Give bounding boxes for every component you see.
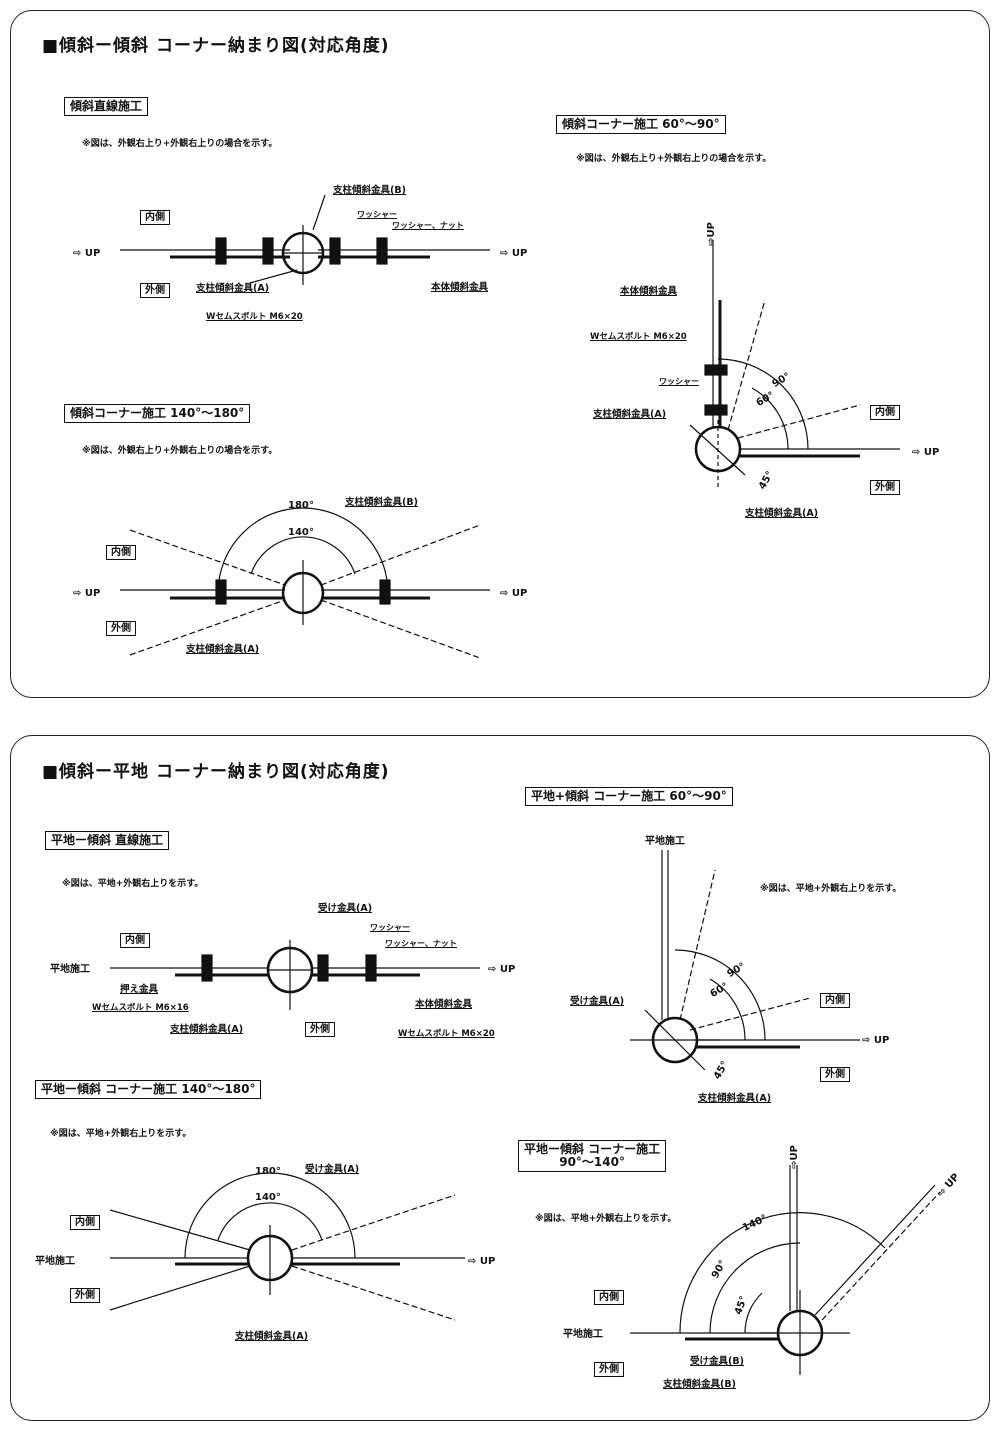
label-outer: 外側	[305, 1022, 335, 1037]
label-press-bracket: 押え金具	[120, 984, 159, 995]
up-arrow-vertical: ⇨UP	[706, 222, 717, 246]
note: ※図は、平地+外観右上りを示す。	[62, 879, 204, 889]
angle-180: 180°	[288, 500, 314, 511]
label-post-a: 支柱傾斜金具(A)	[698, 1093, 772, 1104]
note: ※図は、外観右上り+外観右上りの場合を示す。	[82, 446, 278, 456]
drawing-slope-corner-60	[689, 240, 900, 490]
label-bolt: Wセムスボルト M6×20	[590, 332, 687, 342]
label-inner: 内側	[120, 933, 150, 948]
label-bolt-16: Wセムスボルト M6×16	[92, 1003, 189, 1013]
section1-title: ■傾斜ー傾斜 コーナー納まり図(対応角度)	[42, 36, 390, 56]
heading-line-2: 90°〜140°	[559, 1155, 625, 1170]
note: ※図は、平地+外観右上りを示す。	[535, 1214, 677, 1224]
note: ※図は、外観右上り+外観右上りの場合を示す。	[576, 154, 772, 164]
label-flat: 平地施工	[563, 1329, 603, 1340]
panel-slope-flat	[10, 735, 990, 1421]
heading-slope-corner-60: 傾斜コーナー施工 60°〜90°	[556, 115, 726, 135]
up-arrow-right: ⇨ UP	[500, 248, 528, 259]
label-flat: 平地施工	[35, 1256, 75, 1267]
label-washer: ワッシャー	[370, 923, 410, 932]
drawing-slope-corner-140	[120, 507, 490, 659]
label-washer: ワッシャー	[659, 377, 699, 386]
label-flat: 平地施工	[50, 964, 90, 975]
drawing-flat-corner-140	[109, 1172, 465, 1321]
label-receiver-a: 受け金具(A)	[318, 903, 373, 914]
heading-slope-corner-140: 傾斜コーナー施工 140°〜180°	[64, 404, 251, 424]
note: ※図は、平地+外観右上りを示す。	[760, 884, 902, 894]
up-arrow: ⇨ UP	[468, 1256, 496, 1267]
note: ※図は、平地+外観右上りを示す。	[50, 1129, 192, 1139]
heading-flat-corner-140: 平地ー傾斜 コーナー施工 140°〜180°	[35, 1080, 262, 1100]
label-post-a: 支柱傾斜金具(A)	[170, 1024, 244, 1035]
heading-slope-straight: 傾斜直線施工	[64, 97, 149, 117]
panel-slope-slope	[10, 10, 990, 698]
angle-140: 140°	[255, 1192, 281, 1203]
label-inner: 内側	[70, 1215, 100, 1230]
up-arrow: ⇨ UP	[862, 1035, 890, 1046]
drawing-flat-straight	[110, 940, 480, 1010]
angle-180: 180°	[255, 1166, 281, 1177]
label-post-b: 支柱傾斜金具(B)	[345, 497, 418, 508]
label-post-a: 支柱傾斜金具(A)	[196, 283, 270, 294]
label-post-b: 支柱傾斜金具(B)	[663, 1379, 736, 1390]
label-outer: 外側	[70, 1288, 100, 1303]
label-outer: 外側	[870, 480, 900, 495]
up-arrow-left: ⇨ UP	[73, 588, 101, 599]
angle-140: 140°	[288, 527, 314, 538]
label-bolt: Wセムスボルト M6×20	[206, 312, 303, 322]
up-arrow-right: ⇨ UP	[500, 588, 528, 599]
label-outer: 外側	[594, 1362, 624, 1377]
label-inner: 内側	[870, 405, 900, 420]
drawing-flat-corner-90	[630, 1165, 941, 1375]
label-inner: 内側	[594, 1290, 624, 1305]
label-receiver-a: 受け金具(A)	[570, 996, 625, 1007]
section2-title: ■傾斜ー平地 コーナー納まり図(対応角度)	[42, 762, 390, 782]
label-washer-nut: ワッシャー、ナット	[392, 221, 464, 230]
heading-flat-corner-60: 平地+傾斜 コーナー施工 60°〜90°	[525, 787, 733, 807]
label-inner: 内側	[106, 545, 136, 560]
label-inner: 内側	[820, 993, 850, 1008]
label-post-a: 支柱傾斜金具(A)	[745, 508, 819, 519]
label-body-bracket: 本体傾斜金具	[415, 999, 473, 1010]
label-post-a: 支柱傾斜金具(A)	[186, 644, 260, 655]
drawing-slope-straight	[120, 194, 490, 285]
heading-flat-straight: 平地ー傾斜 直線施工	[45, 831, 170, 851]
drawing-flat-corner-60	[630, 850, 860, 1071]
note: ※図は、外観右上り+外観右上りの場合を示す。	[82, 139, 278, 149]
label-post-b: 支柱傾斜金具(B)	[333, 185, 406, 196]
label-receiver-a: 受け金具(A)	[305, 1164, 360, 1175]
up-arrow-left: ⇨ UP	[73, 248, 101, 259]
label-washer: ワッシャー	[357, 210, 397, 219]
label-body-bracket: 本体傾斜金具	[620, 286, 678, 297]
label-inner: 内側	[140, 210, 170, 225]
label-outer: 外側	[140, 283, 170, 298]
label-washer-nut: ワッシャー、ナット	[385, 939, 457, 948]
label-flat: 平地施工	[645, 836, 685, 847]
label-receiver-b: 受け金具(B)	[690, 1356, 744, 1367]
up-arrow-right: ⇨ UP	[912, 447, 940, 458]
label-post-a: 支柱傾斜金具(A)	[593, 409, 667, 420]
label-post-a: 支柱傾斜金具(A)	[235, 1331, 309, 1342]
heading-line-1: 平地ー傾斜 コーナー施工	[524, 1142, 661, 1156]
heading-flat-corner-90: 平地ー傾斜 コーナー施工 90°〜140°	[518, 1140, 667, 1173]
up-arrow: ⇨ UP	[488, 964, 516, 975]
label-outer: 外側	[820, 1067, 850, 1082]
label-body-bracket: 本体傾斜金具	[431, 282, 489, 293]
label-outer: 外側	[106, 621, 136, 636]
up-arrow-vertical: ⇨UP	[789, 1145, 800, 1169]
label-bolt-20: Wセムスボルト M6×20	[398, 1029, 495, 1039]
